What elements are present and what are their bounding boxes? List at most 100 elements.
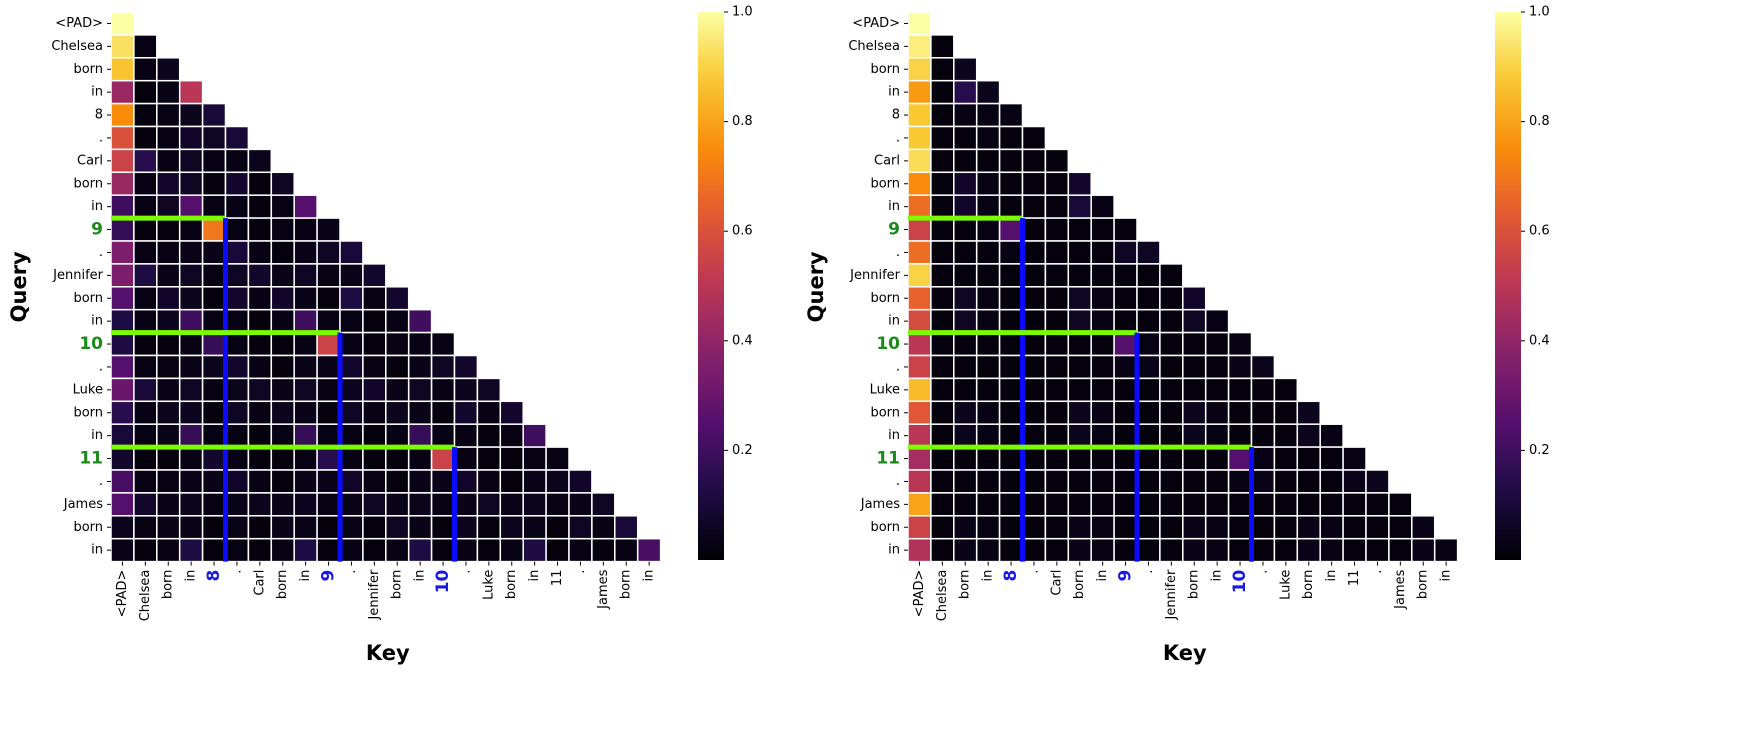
heatmap-cell-23-23 xyxy=(636,537,662,563)
heatmap-cell-5-3 xyxy=(975,125,1001,151)
y-tick-label: . xyxy=(99,359,103,374)
y-tick-label: <PAD> xyxy=(852,16,900,31)
heatmap-cell-12-11 xyxy=(1159,286,1184,311)
heatmap-cell-18-15 xyxy=(453,423,479,448)
heatmap-cell-5-4 xyxy=(998,125,1024,151)
heatmap-cell-21-7 xyxy=(1067,492,1092,517)
heatmap-cell-23-12 xyxy=(1182,537,1207,563)
x-tick-label: in xyxy=(1439,570,1454,582)
heatmap-cell-15-6 xyxy=(247,354,273,380)
y-tick-label: born xyxy=(73,520,103,535)
heatmap-cell-22-20 xyxy=(568,515,593,540)
heatmap-cell-22-14 xyxy=(430,515,456,540)
heatmap-cell-14-3 xyxy=(178,331,204,357)
heatmap-cell-13-11 xyxy=(362,308,387,334)
heatmap-cell-5-3 xyxy=(178,125,204,151)
heatmap-cell-19-1 xyxy=(133,446,158,471)
heatmap-cell-21-14 xyxy=(430,492,456,517)
heatmap-cell-13-13 xyxy=(1204,308,1230,334)
x-tick-label: in xyxy=(1095,570,1110,582)
x-tick-label: <PAD> xyxy=(115,570,130,618)
heatmap-cell-18-18 xyxy=(1319,423,1344,448)
y-tick-label: . xyxy=(896,474,900,489)
heatmap-cell-9-2 xyxy=(156,217,181,242)
heatmap-cell-11-0 xyxy=(907,263,932,288)
heatmap-cell-13-0 xyxy=(110,308,135,334)
heatmap-cell-9-0 xyxy=(907,217,932,242)
heatmap-cell-14-9 xyxy=(1113,331,1138,357)
heatmap-cell-13-9 xyxy=(1113,308,1138,334)
heatmap-cell-11-3 xyxy=(975,263,1001,288)
heatmap-cell-16-16 xyxy=(1273,377,1299,403)
heatmap-cell-22-5 xyxy=(224,515,250,540)
heatmap-cell-23-21 xyxy=(591,537,616,563)
y-tick-label: <PAD> xyxy=(55,16,103,31)
heatmap-cell-20-10 xyxy=(339,469,364,494)
heatmap-cell-21-1 xyxy=(930,492,955,517)
heatmap-cell-18-4 xyxy=(998,423,1024,448)
heatmap-cell-7-0 xyxy=(907,171,932,196)
x-tick-label: . xyxy=(344,570,359,574)
heatmap-cell-16-0 xyxy=(907,377,932,403)
heatmap-cell-7-6 xyxy=(1044,171,1070,196)
heatmap-cell-18-4 xyxy=(201,423,227,448)
heatmap-cell-8-2 xyxy=(156,194,181,219)
heatmap-cell-22-1 xyxy=(930,515,955,540)
heatmap-cell-18-6 xyxy=(1044,423,1070,448)
heatmap-cell-20-2 xyxy=(156,469,181,494)
heatmap-cell-8-8 xyxy=(1090,194,1115,219)
heatmap-cell-12-12 xyxy=(1182,286,1207,311)
colorbar-tick-label: 0.8 xyxy=(732,114,753,129)
heatmap-cell-17-9 xyxy=(316,400,341,425)
heatmap-cell-16-12 xyxy=(385,377,410,403)
heatmap-cell-18-12 xyxy=(1182,423,1207,448)
heatmap-cell-14-14 xyxy=(1227,331,1253,357)
heatmap-cell-18-12 xyxy=(385,423,410,448)
heatmap-cell-23-17 xyxy=(499,537,524,563)
x-tick-label: Carl xyxy=(252,570,267,596)
heatmap-cell-13-5 xyxy=(1021,308,1047,334)
heatmap-cell-5-0 xyxy=(907,125,932,151)
heatmap-cell-12-6 xyxy=(247,286,273,311)
heatmap-cell-8-3 xyxy=(975,194,1001,219)
heatmap-cell-20-8 xyxy=(293,469,318,494)
heatmap-cell-17-3 xyxy=(178,400,204,425)
heatmap-cell-7-1 xyxy=(930,171,955,196)
heatmap-cells xyxy=(110,11,662,563)
heatmap-cell-8-0 xyxy=(110,194,135,219)
heatmap-cell-21-3 xyxy=(178,492,204,517)
heatmap-cell-11-6 xyxy=(1044,263,1070,288)
heatmap-cell-21-17 xyxy=(1296,492,1321,517)
heatmap-cell-19-10 xyxy=(1136,446,1161,471)
heatmap-cell-21-10 xyxy=(339,492,364,517)
heatmap-cell-16-7 xyxy=(270,377,295,403)
heatmap-cell-18-2 xyxy=(953,423,978,448)
heatmap-cell-13-8 xyxy=(1090,308,1115,334)
heatmap-cell-13-10 xyxy=(1136,308,1161,334)
heatmap-cell-17-16 xyxy=(476,400,502,425)
heatmap-cell-23-8 xyxy=(1090,537,1115,563)
heatmap-cell-0-0 xyxy=(907,11,932,36)
heatmap-cell-11-4 xyxy=(201,263,227,288)
heatmap-cell-12-2 xyxy=(953,286,978,311)
heatmap-cell-3-2 xyxy=(156,79,181,105)
y-tick-label: born xyxy=(73,62,103,77)
heatmap-cell-7-2 xyxy=(953,171,978,196)
heatmap-cell-17-6 xyxy=(247,400,273,425)
heatmap-cell-14-5 xyxy=(224,331,250,357)
heatmap-cell-6-1 xyxy=(133,148,158,174)
heatmap-cell-23-6 xyxy=(1044,537,1070,563)
heatmap-cell-9-3 xyxy=(178,217,204,242)
heatmap-cell-19-1 xyxy=(930,446,955,471)
heatmap-cell-8-1 xyxy=(133,194,158,219)
x-tick-label: 11 xyxy=(550,570,565,587)
heatmap-cell-10-10 xyxy=(1136,240,1161,265)
heatmap-cell-21-15 xyxy=(1250,492,1276,517)
heatmap-cell-21-21 xyxy=(1388,492,1413,517)
heatmap-cell-22-21 xyxy=(1388,515,1413,540)
heatmap-cell-23-8 xyxy=(293,537,318,563)
heatmap-cell-15-3 xyxy=(975,354,1001,380)
heatmap-panel-left: <PAD>Chelseabornin8.Carlbornin9.Jennifer… xyxy=(7,5,753,666)
heatmap-cell-15-12 xyxy=(385,354,410,380)
x-tick-label: born xyxy=(161,570,176,600)
